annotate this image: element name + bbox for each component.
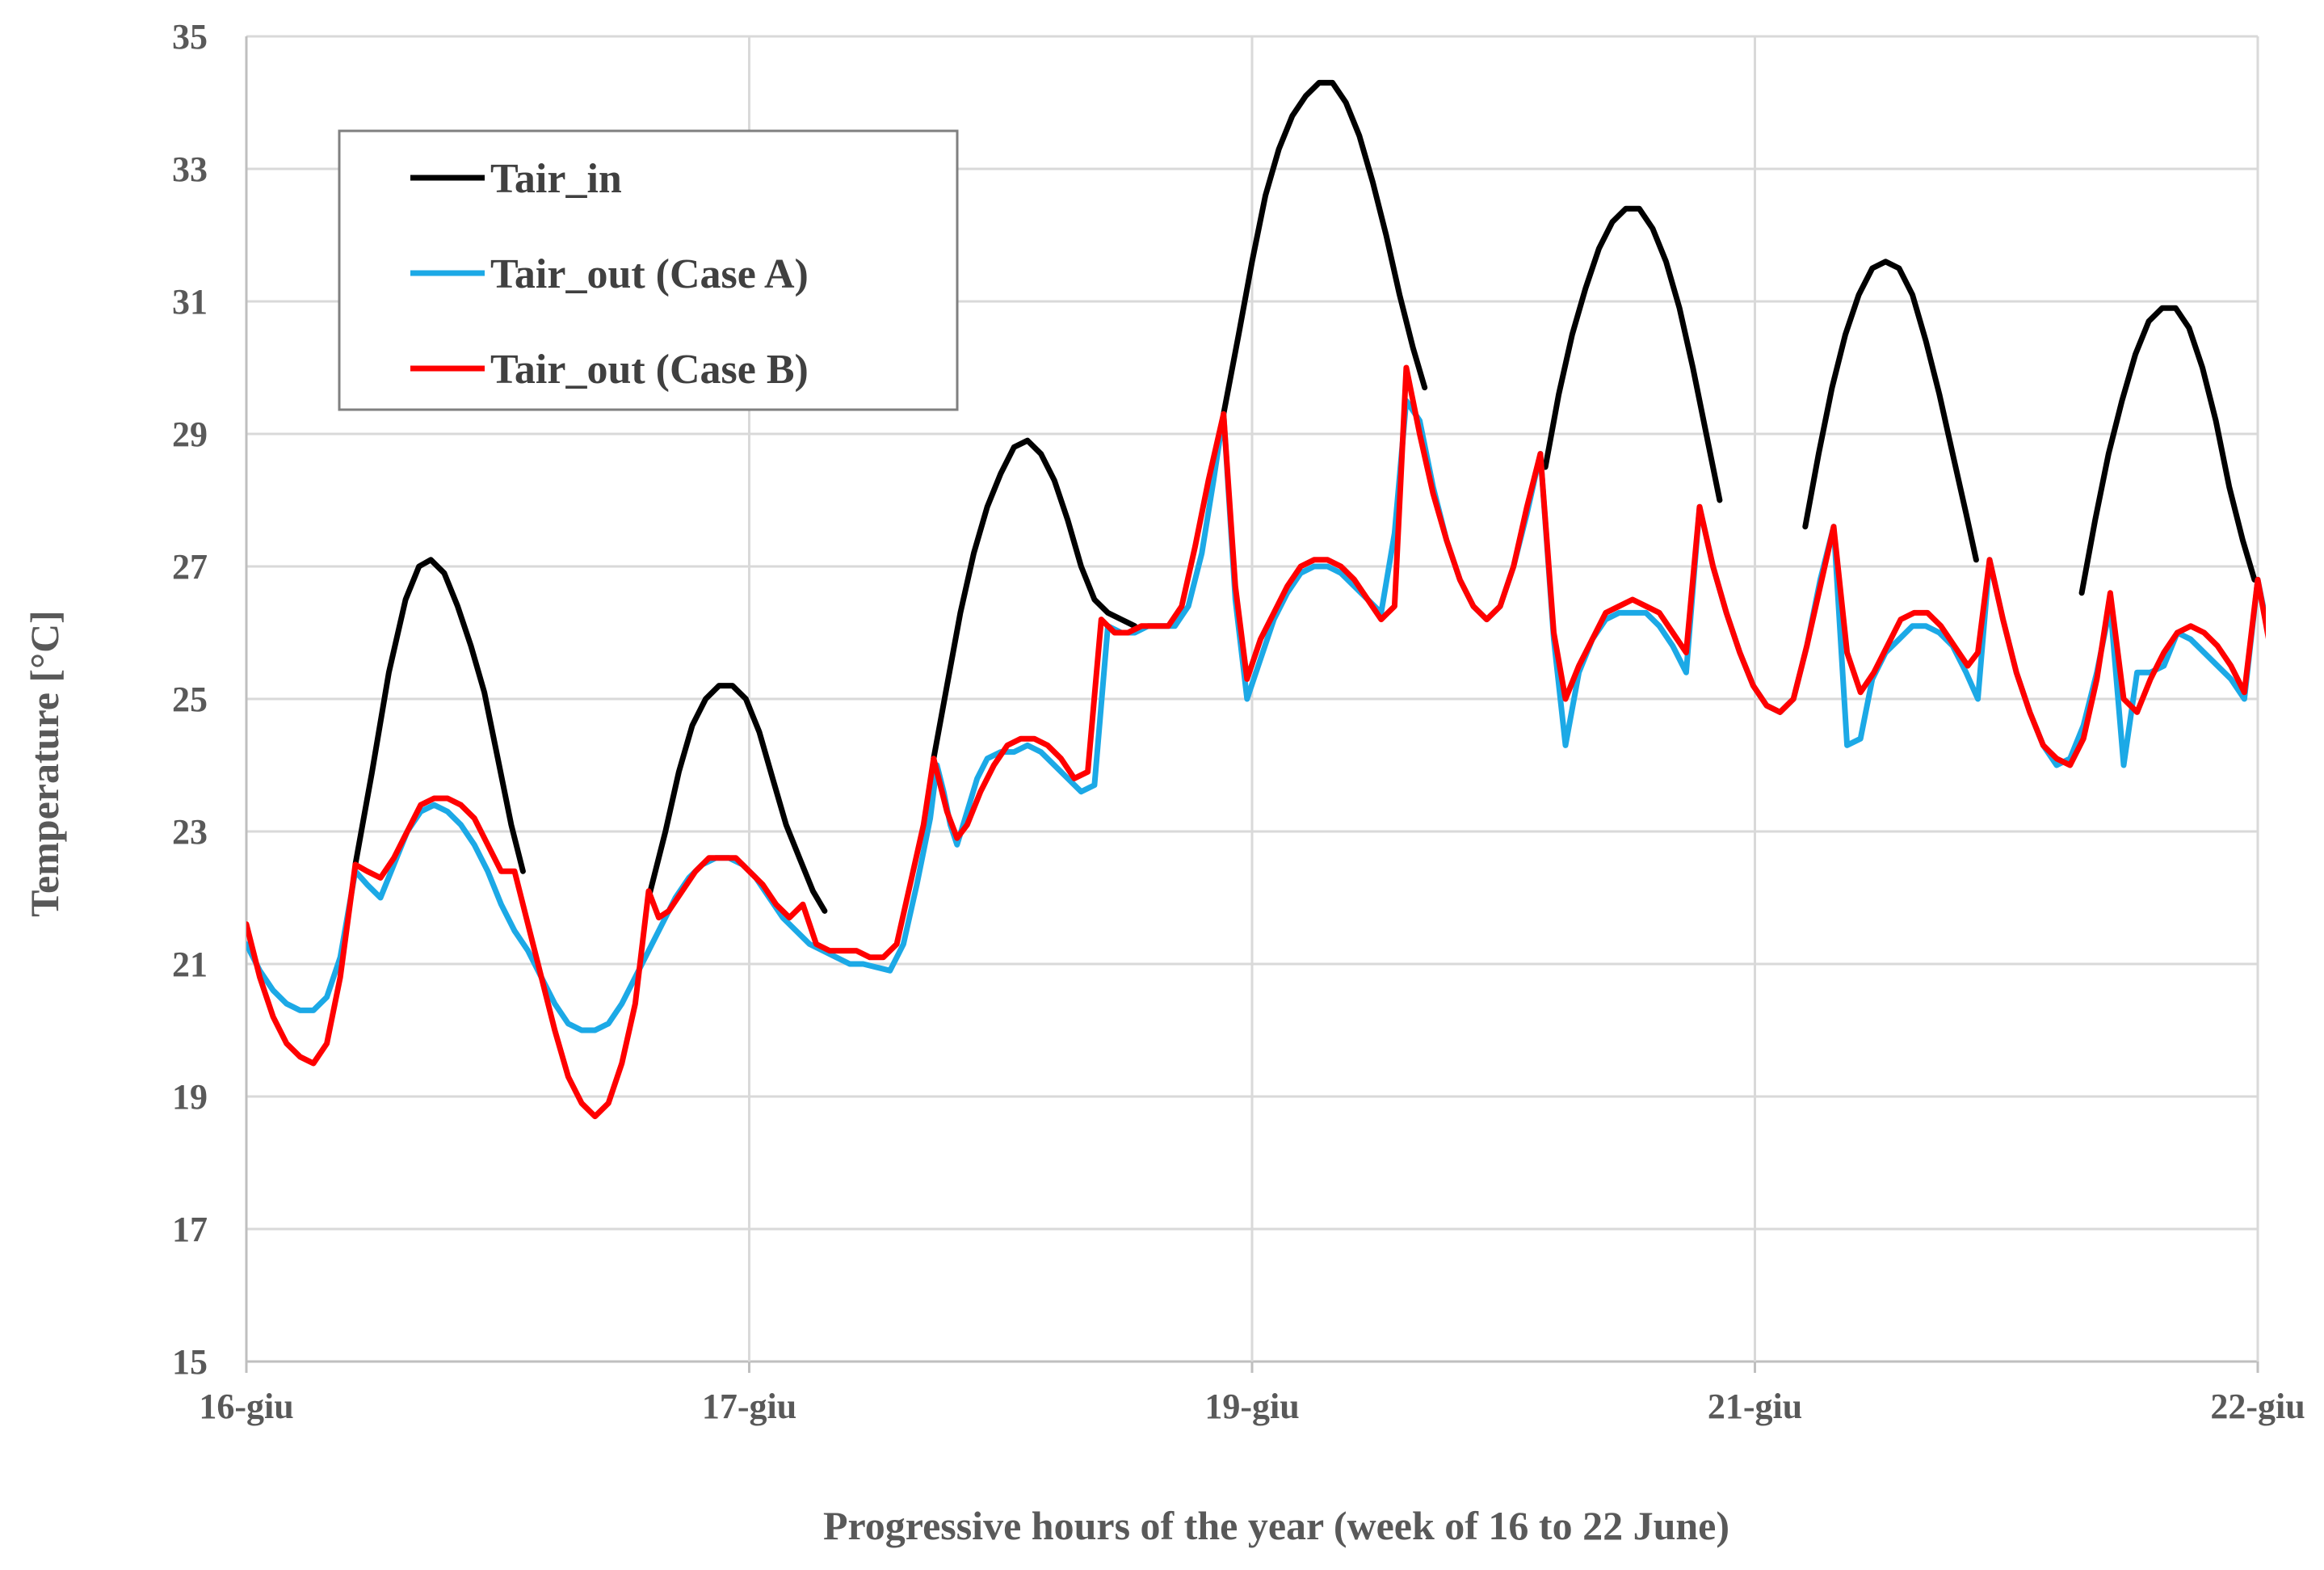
x-tick-label: 21-giu <box>1708 1387 1802 1426</box>
legend-label: Tair_out (Case A) <box>490 251 809 297</box>
x-tick-label: 19-giu <box>1204 1387 1299 1426</box>
y-tick-label: 25 <box>172 680 208 719</box>
series-layer <box>246 79 2266 1120</box>
y-tick-label: 19 <box>172 1077 208 1117</box>
y-tick-label: 27 <box>172 547 208 587</box>
series-line-tair-in <box>2078 305 2258 596</box>
y-tick-label: 17 <box>172 1210 208 1249</box>
series-line-tair-in <box>645 683 828 914</box>
series-line-tair-in <box>931 437 1138 762</box>
x-tick-label: 16-giu <box>199 1387 293 1426</box>
legend: Tair_in Tair_out (Case A) Tair_out (Case B… <box>338 129 959 411</box>
y-axis-title: Temperature [°C] <box>22 610 67 917</box>
y-tick-label: 21 <box>172 945 208 984</box>
y-tick-label: 15 <box>172 1342 208 1382</box>
series-line-tair-out-case-b <box>246 364 2266 1120</box>
series-line-tair-in <box>1802 259 1979 563</box>
y-tick-label: 29 <box>172 415 208 454</box>
series-line-tair-out-case-a <box>246 398 2266 1033</box>
x-axis-title: Progressive hours of the year (week of 1… <box>823 1503 1729 1548</box>
legend-entries: Tair_in Tair_out (Case A) Tair_out (Case B… <box>410 156 809 393</box>
series-line-tair-in <box>352 557 526 874</box>
x-tick-label: 22-giu <box>2210 1387 2305 1426</box>
x-tick-label: 17-giu <box>702 1387 796 1426</box>
grid-layer <box>245 35 2259 1363</box>
axis-layer: 15 17 19 21 23 25 27 29 31 33 35 16-giu 17-giu 19-giu… <box>172 17 2305 1426</box>
y-tick-label: 35 <box>172 17 208 57</box>
y-tick-label: 23 <box>172 812 208 852</box>
legend-label: Tair_out (Case B) <box>490 347 809 393</box>
y-tick-label: 33 <box>172 149 208 189</box>
legend-label: Tair_in <box>490 156 622 202</box>
series-line-tair-in <box>1221 79 1428 417</box>
series-line-tair-in <box>1542 205 1723 503</box>
y-tick-label: 31 <box>172 282 208 322</box>
